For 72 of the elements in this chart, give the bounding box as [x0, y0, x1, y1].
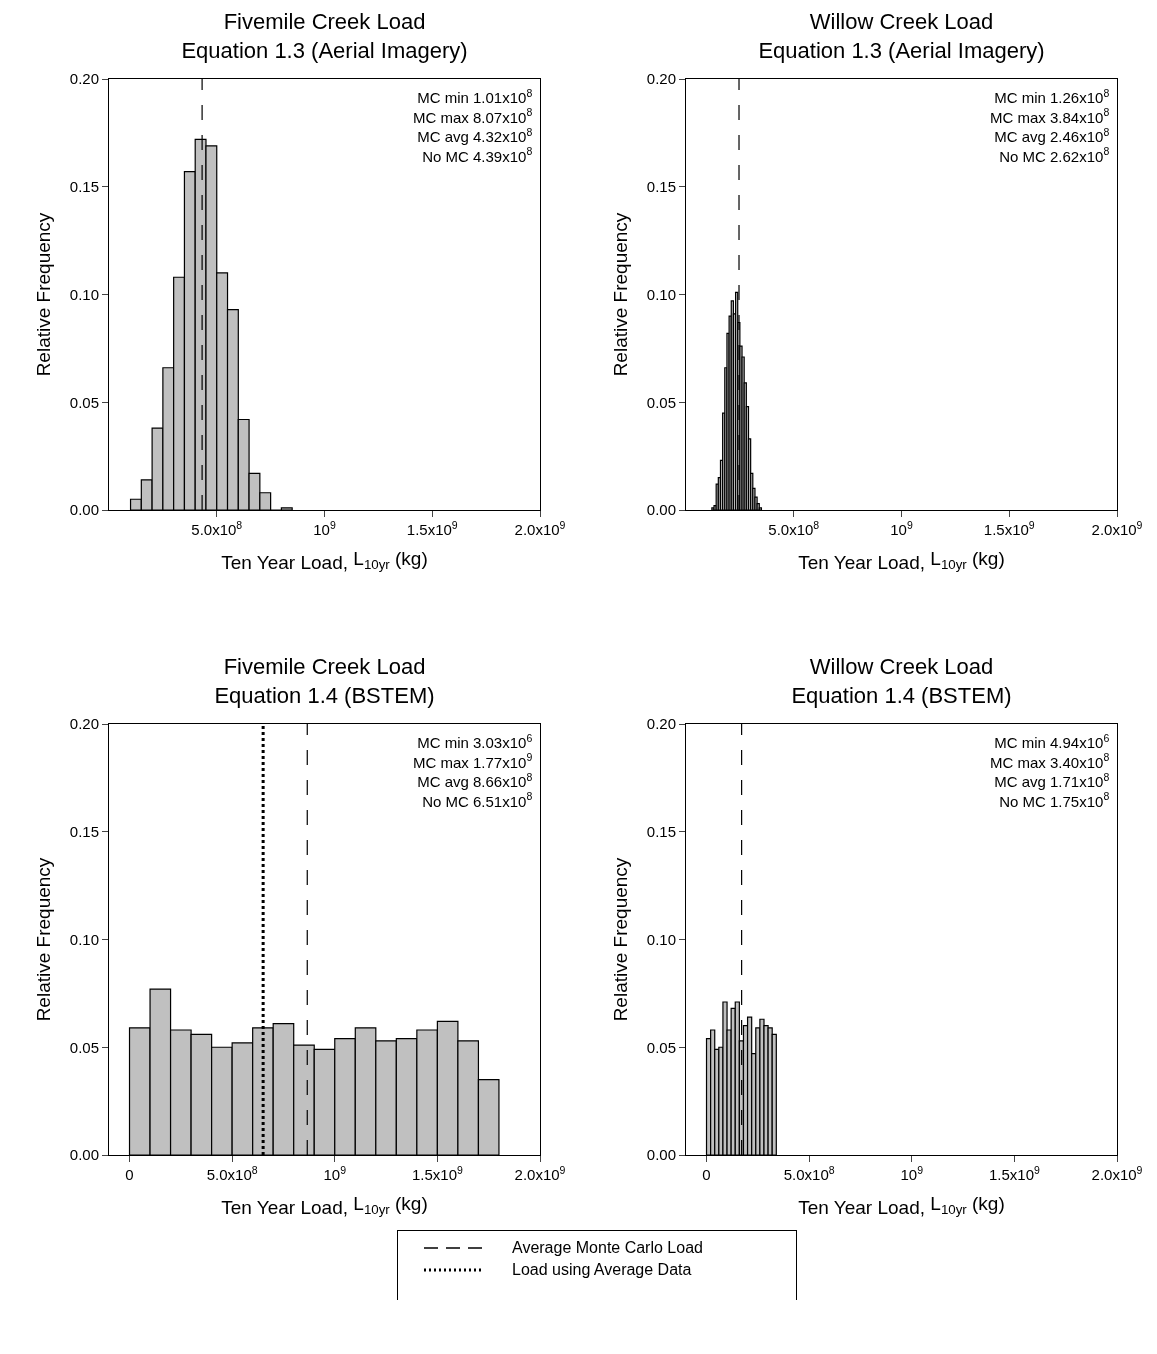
- y-tick-label: 0.10: [646, 930, 676, 948]
- x-tick-label: 5.0x10$^{8}$: [191, 518, 243, 538]
- y-tick-label: 0.10: [646, 285, 676, 303]
- ref-line-label: Load using Average Data: [512, 1261, 692, 1279]
- annotation: No MC 2.62x10$^{8}$: [999, 145, 1110, 165]
- y-tick-label: 0.10: [69, 930, 99, 948]
- y-tick-label: 0.05: [69, 1038, 99, 1056]
- y-tick-label: 0.15: [69, 823, 99, 840]
- annotation: MC max 1.77x10$^{9}$: [413, 751, 533, 771]
- y-axis-title: Relative Frequency: [32, 212, 54, 377]
- x-tick-label: 5.0x10$^{8}$: [768, 518, 820, 538]
- x-axis-title: Ten Year Load, L$_{10yr}$ (kg): [798, 1192, 1005, 1218]
- chart-title: Willow Creek Load: [809, 654, 994, 679]
- legend-label: Average Monte Carlo Load: [512, 1239, 703, 1257]
- x-axis-title: Ten Year Load, L$_{10yr}$ (kg): [221, 547, 428, 573]
- x-tick-label: 2.0x10$^{9}$: [514, 1163, 566, 1183]
- x-tick-label: 0: [125, 1166, 134, 1183]
- annotation: MC min 4.94x10$^{6}$: [994, 732, 1110, 752]
- chart-subtitle: Equation 1.4 (BSTEM): [791, 682, 1012, 708]
- annotation: MC avg 1.71x10$^{8}$: [994, 771, 1110, 791]
- chart-subtitle: Equation 1.4 (BSTEM): [214, 682, 435, 708]
- chart-title: Willow Creek Load: [809, 9, 994, 34]
- x-tick-label: 2.0x10$^{9}$: [1091, 1163, 1143, 1183]
- y-tick-label: 0.00: [646, 501, 676, 519]
- x-tick-label: 1.5x10$^{9}$: [988, 1163, 1040, 1183]
- annotation: MC max 3.84x10$^{8}$: [990, 106, 1110, 126]
- y-tick-label: 0.05: [646, 1038, 676, 1056]
- y-tick-label: 0.15: [646, 823, 676, 840]
- annotation: No MC 6.51x10$^{8}$: [422, 790, 533, 810]
- x-tick-label: 10$^{9}$: [313, 518, 336, 538]
- x-tick-label: 0: [702, 1166, 711, 1183]
- y-tick-label: 0.20: [646, 715, 676, 733]
- y-tick-label: 0.20: [69, 715, 99, 733]
- chart-title: Fivemile Creek Load: [223, 654, 426, 679]
- x-axis-title: Ten Year Load, L$_{10yr}$ (kg): [798, 547, 1005, 573]
- x-tick-label: 1.5x10$^{9}$: [411, 1163, 463, 1183]
- annotation: No MC 1.75x10$^{8}$: [999, 790, 1110, 810]
- x-tick-label: 2.0x10$^{9}$: [1091, 518, 1143, 538]
- chart-subtitle: Equation 1.3 (Aerial Imagery): [758, 37, 1045, 63]
- annotation: MC max 3.40x10$^{8}$: [990, 751, 1110, 771]
- annotation: MC max 8.07x10$^{8}$: [413, 106, 533, 126]
- x-tick-label: 1.5x10$^{9}$: [983, 518, 1035, 538]
- y-tick-label: 0.15: [646, 178, 676, 195]
- y-axis-title: Relative Frequency: [32, 857, 54, 1022]
- x-tick-label: 2.0x10$^{9}$: [514, 518, 566, 538]
- x-tick-label: 5.0x10$^{8}$: [783, 1163, 835, 1183]
- y-tick-label: 0.20: [69, 70, 99, 88]
- y-tick-label: 0.05: [646, 393, 676, 411]
- chart-subtitle: Equation 1.3 (Aerial Imagery): [181, 37, 468, 63]
- x-tick-label: 1.5x10$^{9}$: [406, 518, 458, 538]
- y-tick-label: 0.00: [69, 501, 99, 519]
- annotation: MC min 1.01x10$^{8}$: [417, 87, 533, 107]
- y-tick-label: 0.00: [646, 1146, 676, 1164]
- y-axis-title: Relative Frequency: [609, 212, 631, 377]
- annotation: MC avg 8.66x10$^{8}$: [417, 771, 533, 791]
- annotation: MC avg 2.46x10$^{8}$: [994, 126, 1110, 146]
- y-axis-title: Relative Frequency: [609, 857, 631, 1022]
- x-tick-label: 10$^{9}$: [900, 1163, 924, 1183]
- chart-title: Fivemile Creek Load: [223, 9, 426, 34]
- x-axis-title: Ten Year Load, L$_{10yr}$ (kg): [221, 1192, 428, 1218]
- annotation: MC avg 4.32x10$^{8}$: [417, 126, 533, 146]
- y-tick-label: 0.20: [646, 70, 676, 88]
- y-tick-label: 0.05: [69, 393, 99, 411]
- x-tick-label: 5.0x10$^{8}$: [206, 1163, 258, 1183]
- annotation: MC min 1.26x10$^{8}$: [994, 87, 1110, 107]
- y-tick-label: 0.15: [69, 178, 99, 195]
- y-tick-label: 0.00: [69, 1146, 99, 1164]
- annotation: MC min 3.03x10$^{6}$: [417, 732, 533, 752]
- x-tick-label: 10$^{9}$: [890, 518, 913, 538]
- annotation: No MC 4.39x10$^{8}$: [422, 145, 533, 165]
- x-tick-label: 10$^{9}$: [323, 1163, 347, 1183]
- y-tick-label: 0.10: [69, 285, 99, 303]
